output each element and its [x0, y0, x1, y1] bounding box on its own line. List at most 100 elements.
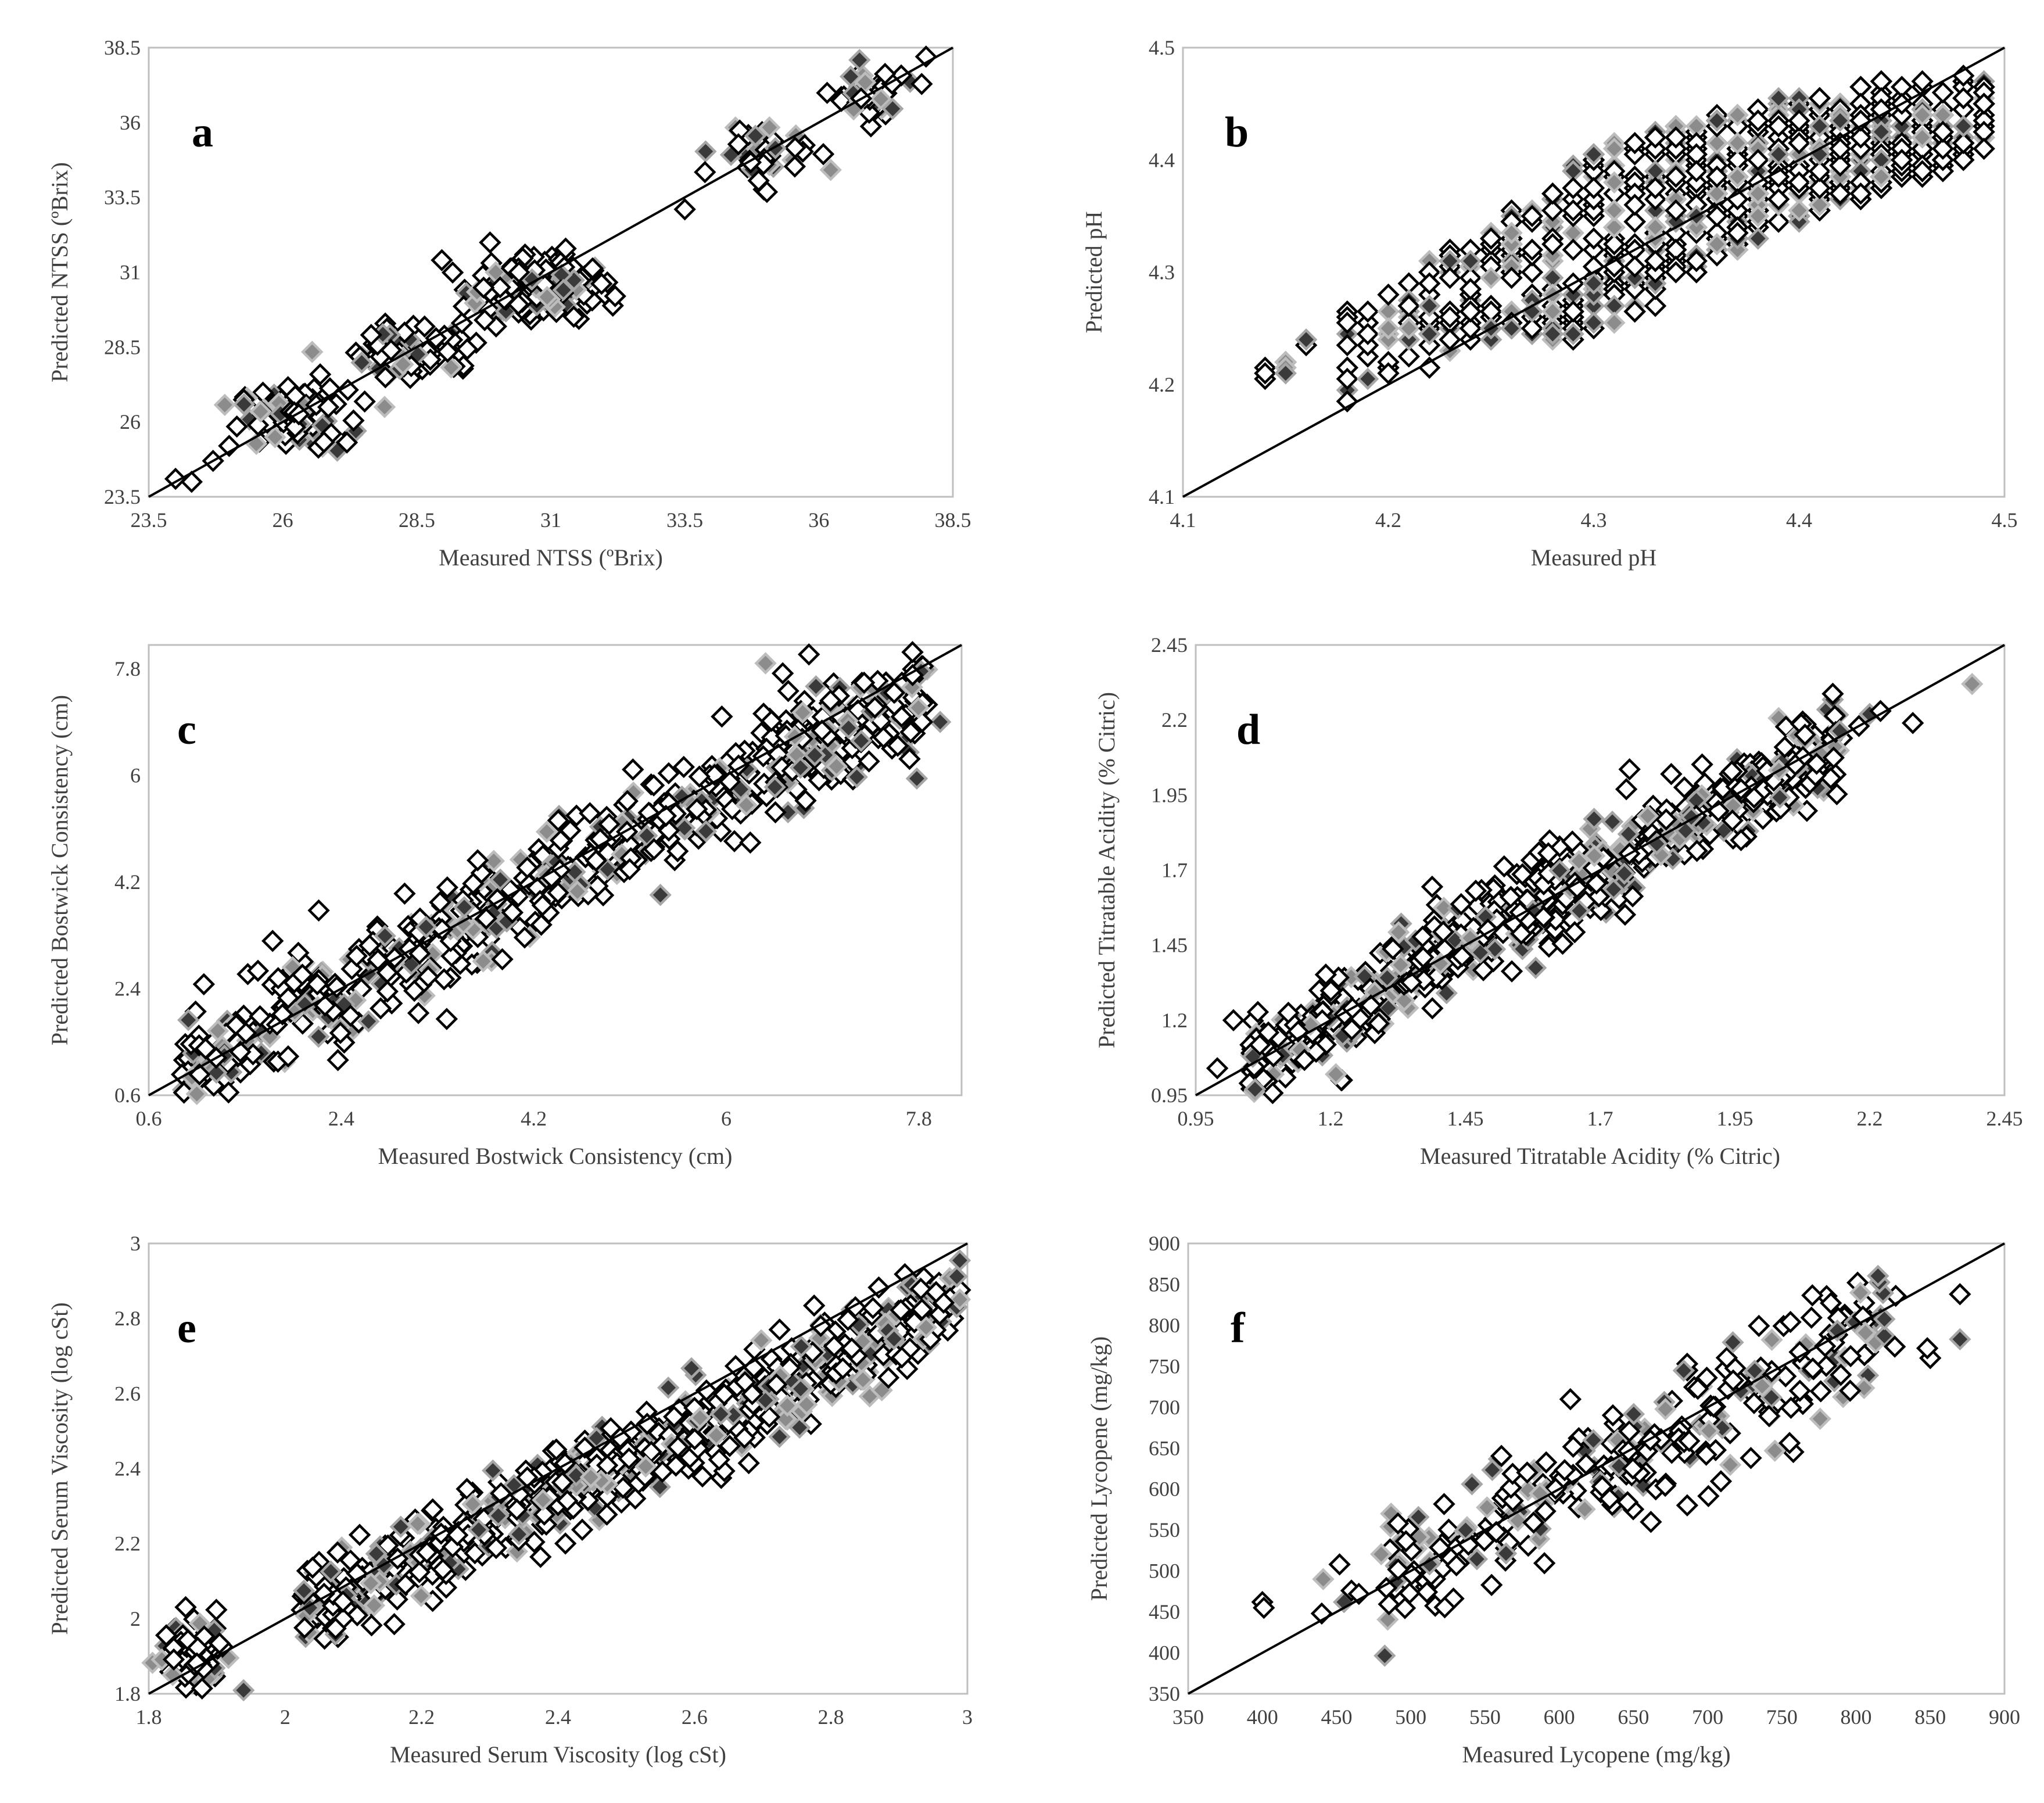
data-point — [1582, 143, 1605, 166]
data-point — [1532, 906, 1555, 929]
data-point — [798, 643, 820, 666]
data-point — [1644, 137, 1667, 160]
data-point — [1722, 1369, 1745, 1392]
data-point — [709, 1403, 732, 1425]
data-point — [1623, 278, 1646, 300]
data-point — [513, 926, 536, 949]
x-tick-label: 28.5 — [399, 508, 435, 532]
data-point — [1644, 272, 1667, 295]
y-tick-label: 550 — [1149, 1518, 1180, 1542]
data-point — [1726, 103, 1749, 127]
data-point — [1839, 1379, 1862, 1402]
data-point — [1336, 311, 1358, 334]
data-point — [924, 1281, 948, 1303]
data-point — [464, 1542, 486, 1565]
data-point — [657, 1377, 680, 1399]
data-point — [1911, 126, 1934, 149]
data-point — [1788, 132, 1810, 155]
data-point — [357, 1010, 380, 1033]
data-point — [1873, 1324, 1896, 1347]
data-point — [1582, 227, 1605, 250]
x-tick-label: 1.8 — [136, 1705, 162, 1729]
data-point — [768, 1318, 791, 1341]
data-point — [803, 1294, 826, 1317]
data-point — [1801, 1284, 1824, 1307]
data-point — [1720, 760, 1743, 783]
data-point — [1261, 1081, 1284, 1105]
y-tick-label: 450 — [1149, 1600, 1180, 1623]
data-point — [1500, 233, 1523, 256]
data-point — [1583, 808, 1605, 830]
data-point — [1767, 210, 1790, 233]
data-point — [1254, 362, 1276, 385]
data-point — [1480, 1573, 1503, 1596]
data-point — [598, 813, 621, 836]
data-point — [634, 1455, 657, 1478]
data-point — [386, 1588, 408, 1611]
data-point — [910, 73, 933, 95]
data-point — [1389, 954, 1412, 976]
data-point — [1499, 886, 1522, 909]
x-tick-label: 36 — [808, 508, 829, 532]
data-point — [1507, 1509, 1529, 1532]
data-point — [1748, 1314, 1770, 1338]
data-point — [1726, 132, 1749, 155]
reference-line-1to1 — [1195, 644, 2005, 1096]
data-point — [688, 765, 711, 788]
y-tick-label: 900 — [1149, 1232, 1180, 1255]
data-point — [208, 1632, 231, 1655]
data-point — [1916, 1337, 1939, 1360]
data-point — [417, 965, 440, 988]
data-point — [1705, 233, 1729, 256]
data-point — [291, 963, 314, 986]
data-point — [277, 987, 300, 1009]
data-point — [1541, 233, 1564, 256]
data-point — [694, 161, 716, 184]
data-point — [530, 913, 553, 936]
data-point — [446, 1524, 469, 1547]
data-point — [1418, 334, 1441, 357]
chart-panel-c: 0.6 2.4 4.2 6 7.8 0.6 2.4 4.2 6 7.8 Measured Bostw… — [46, 641, 963, 1169]
data-point — [657, 819, 680, 842]
data-point — [1665, 126, 1687, 149]
data-point — [1603, 216, 1626, 239]
data-point — [436, 340, 459, 363]
y-tick-label: 2.2 — [114, 1532, 141, 1555]
data-point — [529, 1546, 552, 1568]
data-point — [392, 353, 414, 376]
data-point — [1778, 1432, 1801, 1454]
data-point — [1952, 149, 1975, 171]
data-point — [758, 1406, 781, 1428]
data-point — [1490, 1444, 1513, 1467]
data-point — [1603, 171, 1626, 194]
data-point — [335, 431, 358, 454]
data-point — [713, 1383, 736, 1406]
data-point — [683, 1428, 706, 1450]
data-point — [1719, 1453, 1742, 1476]
data-point — [1661, 1442, 1683, 1464]
x-tick-label: 3 — [962, 1705, 973, 1729]
data-point — [1521, 317, 1544, 340]
data-point — [863, 696, 886, 719]
data-point — [432, 1558, 454, 1581]
data-point — [1293, 1049, 1316, 1071]
data-point — [1476, 1496, 1498, 1519]
data-point — [672, 755, 695, 779]
data-point — [1608, 1455, 1630, 1478]
y-tick-label: 4.1 — [1149, 485, 1175, 508]
data-point — [1459, 300, 1482, 323]
data-point — [1931, 81, 1955, 104]
data-point — [482, 1459, 504, 1482]
data-point — [1356, 300, 1379, 323]
data-point — [474, 309, 496, 332]
data-point — [536, 285, 558, 309]
data-point — [1705, 182, 1729, 205]
data-point — [1808, 177, 1831, 199]
data-point — [1618, 1420, 1641, 1443]
data-point — [162, 1664, 184, 1686]
data-point — [403, 979, 426, 1002]
data-point — [1582, 1429, 1605, 1451]
data-point — [680, 1357, 703, 1380]
y-axis-label: Predicted Titratable Acidity (% Citric) — [1093, 692, 1120, 1048]
data-point — [584, 849, 608, 872]
